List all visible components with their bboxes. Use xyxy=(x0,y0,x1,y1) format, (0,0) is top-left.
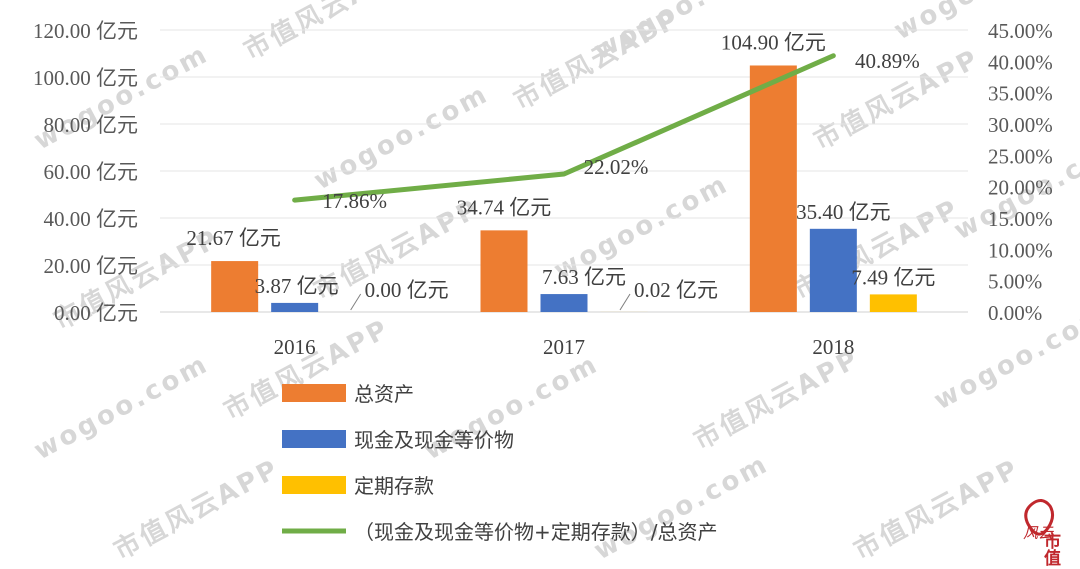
legend-label: （现金及现金等价物+定期存款）/总资产 xyxy=(354,520,718,544)
line-data-label: 40.89% xyxy=(855,49,920,73)
bars xyxy=(211,65,917,312)
watermark-0: wogoo.com xyxy=(29,39,214,156)
y-axis-right: 0.00% 5.00% 10.00% 15.00% 20.00% 25.00% 30.00%… xyxy=(988,19,1053,325)
bar-1-1 xyxy=(540,294,588,312)
y2-tick-label: 10.00% xyxy=(988,238,1053,262)
bar-0-1 xyxy=(480,230,528,312)
x-tick-label: 2016 xyxy=(274,335,316,359)
y2-tick-label: 20.00% xyxy=(988,176,1053,200)
legend-label: 现金及现金等价物 xyxy=(354,428,514,452)
y2-tick-label: 15.00% xyxy=(988,207,1053,231)
y-tick-label: 60.00 亿元 xyxy=(44,160,139,184)
y-tick-label: 40.00 亿元 xyxy=(44,207,139,231)
line-data-label: 17.86% xyxy=(322,189,387,213)
watermark-19: 市值风云APP xyxy=(849,453,1025,566)
y2-tick-label: 0.00% xyxy=(988,301,1042,325)
leader-line xyxy=(350,293,362,311)
logo-text: 市值 xyxy=(1040,531,1061,567)
bar-0-0 xyxy=(211,261,259,312)
watermark-13: 市值风云APP xyxy=(219,313,395,426)
y2-tick-label: 5.00% xyxy=(988,270,1042,294)
y-tick-label: 20.00 亿元 xyxy=(44,254,139,278)
legend-label: 定期存款 xyxy=(354,474,434,498)
bar-data-label: 7.63 亿元 xyxy=(542,265,626,289)
watermark-18: wogoo.com xyxy=(589,449,774,566)
y2-tick-label: 25.00% xyxy=(988,144,1053,168)
legend-swatch xyxy=(282,430,346,448)
line-path xyxy=(292,53,836,203)
watermark-2: wogoo.com xyxy=(309,79,494,196)
y-axis-left: 0.00 亿元 20.00 亿元 40.00 亿元 60.00 亿元 80.00 亿元 1… xyxy=(33,19,138,325)
legend-swatch xyxy=(282,476,346,494)
bar-data-label: 104.90 亿元 xyxy=(721,30,826,54)
logo-script-mark xyxy=(1024,499,1055,536)
y-tick-label: 100.00 亿元 xyxy=(33,66,138,90)
y2-tick-label: 30.00% xyxy=(988,113,1053,137)
bar-data-label: 35.40 亿元 xyxy=(796,200,891,224)
bar-1-0 xyxy=(271,302,319,312)
logo-script-text: 风云 xyxy=(1023,524,1054,542)
bar-data-label: 0.02 亿元 xyxy=(634,278,718,302)
x-axis: 2016 2017 2018 xyxy=(274,335,855,359)
y-tick-label: 120.00 亿元 xyxy=(33,19,138,43)
x-tick-label: 2018 xyxy=(812,335,854,359)
data-labels: 21.67 亿元 34.74 亿元 104.90 亿元 3.87 亿元 7.63 亿元 3… xyxy=(186,30,935,311)
leader-line xyxy=(619,293,631,311)
y2-tick-label: 35.00% xyxy=(988,82,1053,106)
watermark-12: wogoo.com xyxy=(29,349,214,466)
bar-data-label: 0.00 亿元 xyxy=(365,278,449,302)
y-tick-label: 0.00 亿元 xyxy=(54,301,138,325)
y2-tick-label: 45.00% xyxy=(988,19,1053,43)
y2-tick-label: 40.00% xyxy=(988,50,1053,74)
bar-data-label: 3.87 亿元 xyxy=(255,274,339,298)
line-data-label: 22.02% xyxy=(584,155,649,179)
x-tick-label: 2017 xyxy=(543,335,585,359)
legend-swatch xyxy=(282,384,346,402)
watermark-15: 市值风云APP xyxy=(689,343,865,456)
line-series xyxy=(292,53,836,203)
legend-label: 总资产 xyxy=(354,382,414,406)
bar-1-2 xyxy=(809,228,857,312)
watermark-1: 市值风云APP xyxy=(239,0,415,66)
bar-0-2 xyxy=(749,65,797,312)
bar-data-label: 21.67 亿元 xyxy=(186,226,281,250)
bar-data-label: 7.49 亿元 xyxy=(851,265,935,289)
watermark-17: 市值风云APP xyxy=(109,453,285,566)
bar-2-2 xyxy=(869,294,917,312)
y-tick-label: 80.00 亿元 xyxy=(44,113,139,137)
bar-data-label: 34.74 亿元 xyxy=(457,195,552,219)
